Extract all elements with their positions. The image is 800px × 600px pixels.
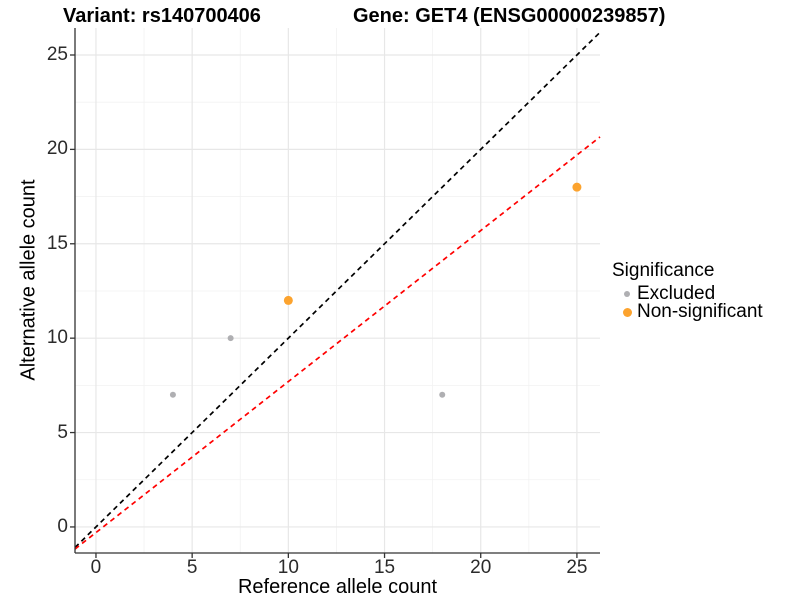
- y-tick-label: 25: [46, 43, 68, 65]
- y-tick-label: 5: [57, 421, 68, 443]
- y-tick-label: 20: [46, 138, 68, 160]
- x-tick-label: 0: [90, 557, 102, 578]
- excluded-dot-icon: [624, 291, 630, 297]
- data-point-excluded: [169, 391, 176, 398]
- legend-key: [617, 291, 637, 297]
- variant-title: Variant: rs140700406: [63, 5, 261, 27]
- data-point-excluded: [439, 391, 446, 398]
- data-point-excluded: [227, 335, 234, 342]
- x-axis-title: Reference allele count: [237, 576, 437, 598]
- identity-line: [74, 31, 601, 549]
- x-tick-label: 10: [277, 557, 299, 578]
- y-tick-label: 10: [46, 327, 68, 349]
- data-point-non-significant: [572, 182, 582, 192]
- x-tick-label: 5: [186, 557, 198, 578]
- legend: Significance Excluded Non-significant: [612, 260, 798, 322]
- x-tick-label: 20: [470, 557, 492, 578]
- legend-item-label: Non-significant: [637, 301, 763, 322]
- legend-title: Significance: [612, 260, 715, 281]
- legend-item-nonsignificant: Non-significant: [612, 301, 798, 322]
- gene-title: Gene: GET4 (ENSG00000239857): [353, 5, 666, 27]
- y-tick-label: 15: [46, 232, 68, 254]
- legend-item-label: Excluded: [637, 283, 716, 304]
- x-tick-label: 15: [373, 557, 396, 578]
- y-tick-label: 0: [57, 515, 68, 537]
- fit-line: [74, 136, 601, 550]
- nonsignificant-dot-icon: [622, 307, 632, 317]
- x-tick-label: 25: [566, 557, 588, 578]
- legend-item-excluded: Excluded: [612, 283, 798, 304]
- legend-key: [617, 307, 637, 317]
- y-axis-title: Alternative allele count: [17, 179, 40, 381]
- data-point-non-significant: [283, 295, 293, 305]
